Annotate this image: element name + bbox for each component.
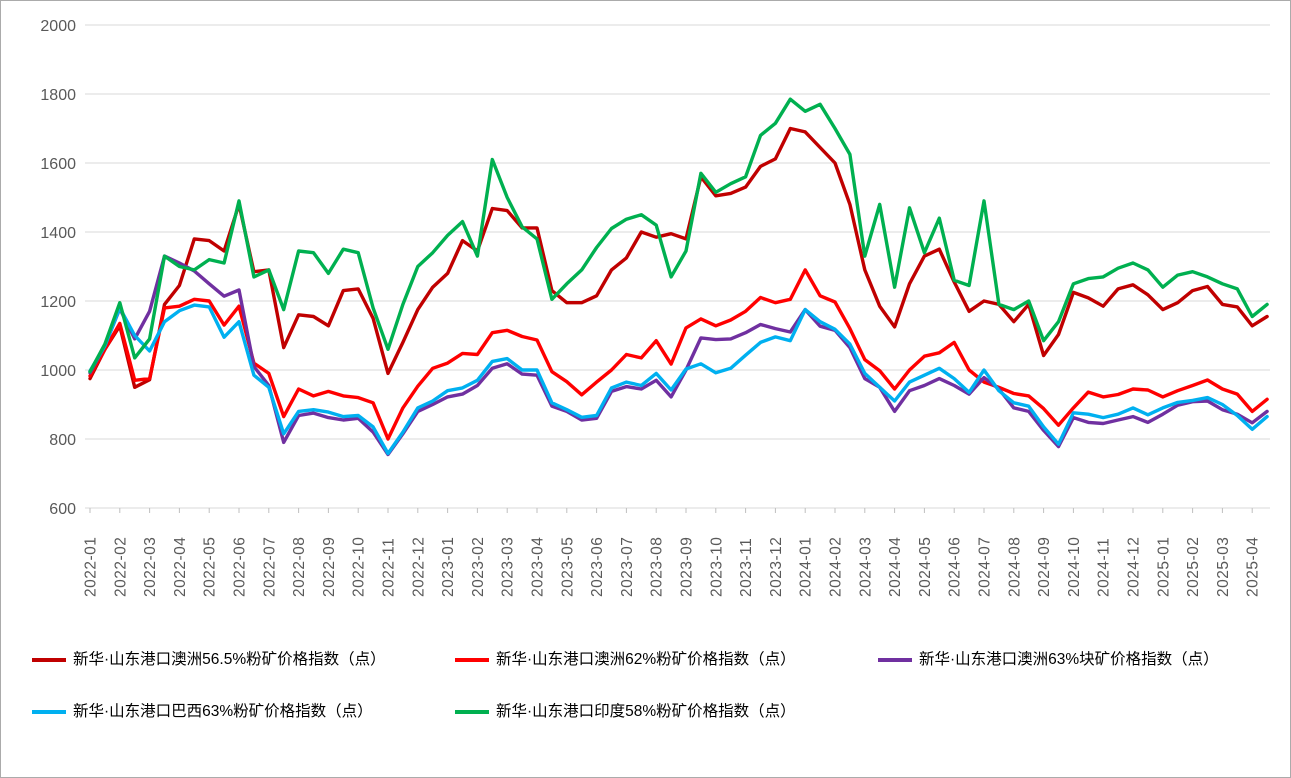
- y-axis-label: 1600: [40, 156, 76, 173]
- x-axis-label: 2025-02: [1185, 537, 1202, 597]
- x-axis-label: 2025-03: [1215, 537, 1232, 597]
- x-axis-label: 2022-01: [83, 537, 100, 597]
- y-axis-label: 1200: [40, 294, 76, 311]
- series-line-au62-fines: [88, 268, 1269, 441]
- x-axis-label: 2022-07: [261, 537, 278, 597]
- x-axis-label: 2023-10: [708, 537, 725, 597]
- series-lines: [88, 97, 1269, 457]
- x-axis-label: 2023-05: [559, 537, 576, 597]
- y-axis-label: 600: [49, 501, 76, 518]
- x-axis-label: 2025-01: [1155, 537, 1172, 597]
- series-line-br63-fines: [88, 303, 1269, 456]
- axis-labels: 600 800 1000 1200 1400 1600 1800 2000 2022-01 202…: [40, 18, 1261, 597]
- x-axis-label: 2023-11: [738, 538, 755, 597]
- x-axis-label: 2023-04: [530, 537, 547, 597]
- y-axis-label: 1000: [40, 363, 76, 380]
- x-axis-label: 2023-08: [649, 537, 666, 597]
- x-axis-label: 2024-10: [1066, 537, 1083, 597]
- x-axis-label: 2022-10: [351, 537, 368, 597]
- x-axis-label: 2022-09: [321, 537, 338, 597]
- x-axis-label: 2022-11: [381, 538, 398, 597]
- x-axis-label: 2024-04: [887, 537, 904, 597]
- x-axis-label: 2022-12: [410, 537, 427, 597]
- series-line-au565-fines: [88, 126, 1269, 389]
- x-axis-label: 2024-07: [977, 537, 994, 597]
- x-axis-label: 2023-07: [619, 537, 636, 597]
- series-line-in58-fines: [88, 97, 1269, 374]
- x-axis-label: 2024-09: [1036, 537, 1053, 597]
- x-axis-label: 2024-01: [798, 537, 815, 597]
- x-axis-label: 2022-02: [112, 537, 129, 597]
- x-axis-label: 2022-05: [202, 537, 219, 597]
- x-axis-label: 2022-04: [172, 537, 189, 597]
- x-axis-label: 2024-11: [1096, 538, 1113, 597]
- x-axis-label: 2023-01: [440, 537, 457, 597]
- x-axis-label: 2023-06: [589, 537, 606, 597]
- x-axis-label: 2024-12: [1126, 537, 1143, 597]
- series-line-au63-lump: [88, 254, 1269, 457]
- y-axis-label: 1400: [40, 225, 76, 242]
- x-axis-label: 2024-02: [828, 537, 845, 597]
- x-axis-label: 2024-03: [857, 537, 874, 597]
- x-axis-label: 2022-03: [142, 537, 159, 597]
- x-axis-label: 2023-02: [470, 537, 487, 597]
- x-axis-label: 2023-03: [500, 537, 517, 597]
- x-axis-label: 2025-04: [1245, 537, 1262, 597]
- x-axis-label: 2024-06: [947, 537, 964, 597]
- x-axis-label: 2022-06: [232, 537, 249, 597]
- y-axis-label: 800: [49, 432, 76, 449]
- x-axis-label: 2024-05: [917, 537, 934, 597]
- x-axis-label: 2023-09: [679, 537, 696, 597]
- x-axis-label: 2022-08: [291, 537, 308, 597]
- y-axis-label: 1800: [40, 87, 76, 104]
- y-axis-label: 2000: [40, 18, 76, 35]
- x-axis-label: 2023-12: [768, 537, 785, 597]
- x-axis-label: 2024-08: [1006, 537, 1023, 597]
